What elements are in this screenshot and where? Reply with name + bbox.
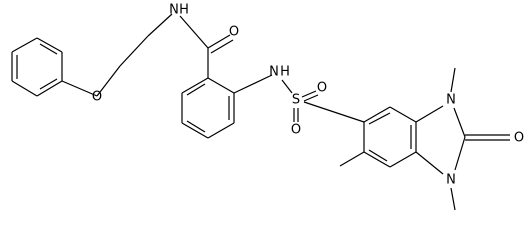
atom-label: H xyxy=(280,65,290,80)
atom-label: N xyxy=(446,173,456,188)
atom-label: O xyxy=(514,131,524,146)
atom-label: H xyxy=(179,3,189,18)
atom-label: O xyxy=(317,81,327,96)
bonds xyxy=(11,13,510,211)
molecule-diagram: O N H O N H S O O N N O xyxy=(11,3,524,211)
atom-label: O xyxy=(291,123,301,138)
atom-label: O xyxy=(229,25,239,40)
atom-label: N xyxy=(169,3,179,18)
atom-label: S xyxy=(292,93,300,108)
atom-label: O xyxy=(92,90,102,105)
atom-label: N xyxy=(446,93,456,108)
atom-label: N xyxy=(269,65,279,80)
